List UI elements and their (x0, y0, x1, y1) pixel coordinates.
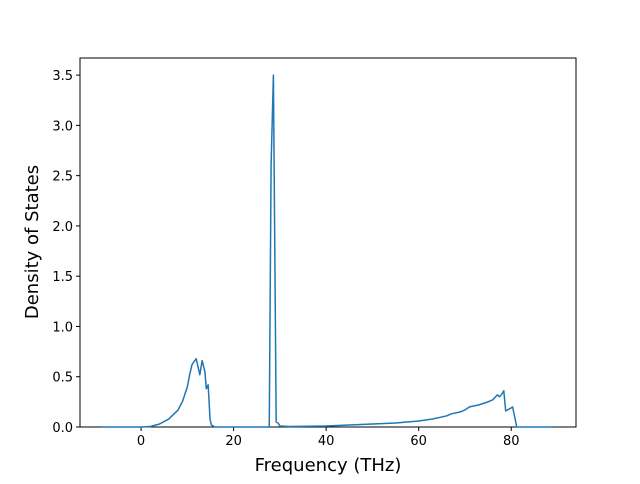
y-tick-label: 0.0 (52, 421, 73, 436)
y-axis-label: Density of States (22, 165, 43, 319)
line (101, 74, 553, 428)
x-tick-label: 60 (410, 434, 427, 449)
x-tick-label: 20 (225, 434, 242, 449)
x-tick-label: 80 (503, 434, 520, 449)
y-tick-label: 2.5 (52, 170, 73, 185)
y-tick-label: 3.5 (52, 69, 73, 84)
plot-frame (79, 57, 577, 428)
y-tick-label: 0.5 (52, 371, 73, 386)
y-tick-label: 1.5 (52, 270, 73, 285)
y-tick-label: 1.0 (52, 320, 73, 335)
y-tick-label: 3.0 (52, 119, 73, 134)
x-axis-label: Frequency (THz) (255, 455, 402, 476)
x-tick-label: 40 (318, 434, 335, 449)
y-tick-label: 2.0 (52, 220, 73, 235)
x-tick-label: 0 (137, 434, 145, 449)
